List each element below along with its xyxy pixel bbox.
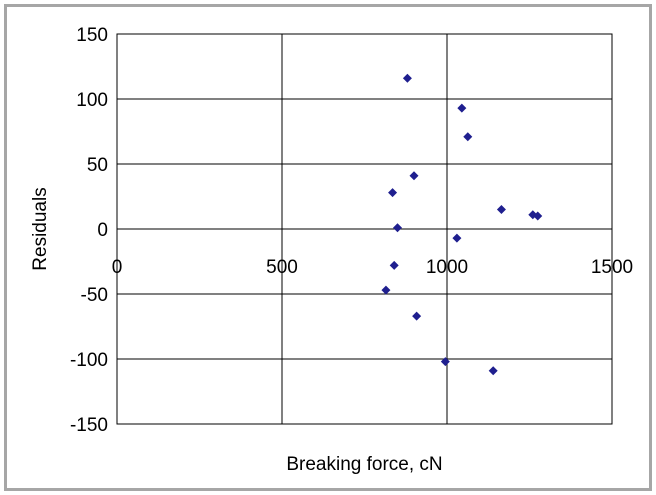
- x-tick-label: 0: [112, 257, 123, 278]
- data-point: [388, 188, 398, 198]
- data-points: [381, 73, 543, 376]
- plot-area-border: [116, 33, 613, 425]
- y-tick-label: -150: [70, 415, 108, 436]
- data-point: [389, 260, 399, 270]
- y-axis-title: Residuals: [30, 187, 51, 270]
- chart-frame: [4, 4, 652, 491]
- y-tick-labels: 150 100 50 0 -50 -100 -150: [70, 25, 108, 436]
- data-point: [452, 233, 462, 243]
- data-point: [402, 73, 412, 83]
- data-point: [440, 357, 450, 367]
- data-point: [393, 223, 402, 233]
- data-point: [488, 366, 498, 376]
- y-tick-label: 0: [97, 220, 108, 241]
- y-tick-label: 100: [76, 90, 108, 111]
- y-tick-label: -100: [70, 350, 108, 371]
- x-tick-label: 500: [266, 257, 298, 278]
- x-tick-label: 1500: [591, 257, 633, 278]
- data-point: [533, 211, 543, 221]
- x-tick-labels: 0 500 1000 1500: [112, 257, 633, 278]
- data-point: [381, 285, 391, 295]
- data-point: [409, 171, 419, 181]
- x-axis-title: Breaking force, cN: [286, 454, 442, 475]
- gridlines: [116, 33, 613, 425]
- x-tick-label: 1000: [426, 257, 468, 278]
- y-tick-label: -50: [81, 285, 108, 306]
- data-point: [496, 205, 506, 214]
- data-point: [463, 132, 473, 142]
- y-tick-label: 50: [87, 155, 108, 176]
- data-point: [457, 103, 467, 113]
- y-tick-label: 150: [76, 25, 108, 46]
- data-point: [412, 311, 422, 321]
